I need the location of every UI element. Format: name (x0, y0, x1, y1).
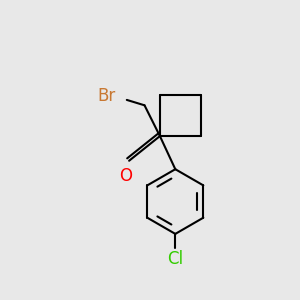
Text: O: O (119, 167, 133, 185)
Text: Cl: Cl (167, 250, 183, 268)
Text: Br: Br (97, 87, 115, 105)
